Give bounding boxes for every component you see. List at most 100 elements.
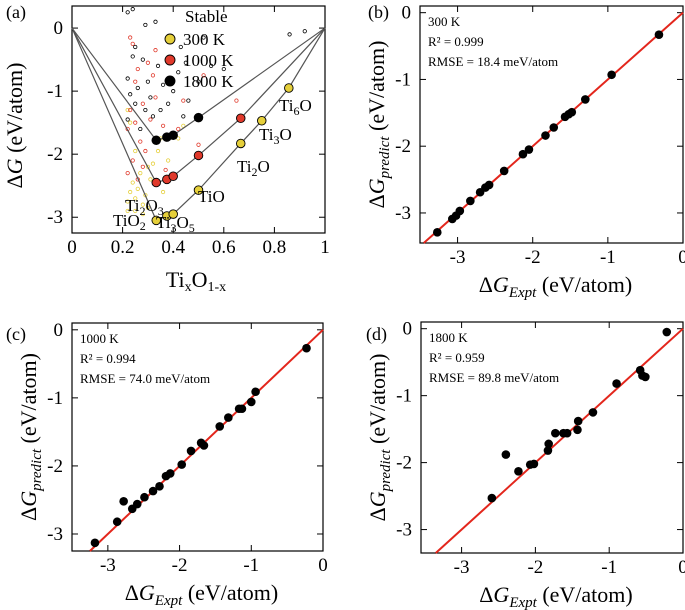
data-point <box>662 327 672 337</box>
plot-frame <box>71 322 324 552</box>
legend-marker <box>164 54 176 66</box>
data-point <box>549 123 559 132</box>
unstable-point <box>153 19 158 24</box>
y-tick-label: -2 <box>47 456 63 477</box>
phase-label: Ti2O3 <box>125 196 164 218</box>
unstable-point <box>181 98 186 103</box>
data-point <box>119 497 128 506</box>
data-point <box>529 459 539 469</box>
x-tick-label: -2 <box>527 557 543 578</box>
unstable-point <box>186 98 191 103</box>
phase-label: TiO <box>198 187 225 206</box>
unstable-point <box>145 205 150 210</box>
unstable-point <box>135 66 140 72</box>
unstable-point <box>160 123 166 128</box>
unstable-point <box>153 48 158 53</box>
data-point <box>541 131 550 140</box>
unstable-point <box>133 120 138 125</box>
data-point <box>607 70 616 80</box>
unstable-point <box>302 29 307 34</box>
unstable-point <box>145 79 150 84</box>
unstable-point <box>196 79 201 84</box>
x-axis-label: ΔGExpt (eV/atom) <box>479 272 632 301</box>
legend-marker <box>164 75 176 87</box>
data-point <box>112 517 122 527</box>
data-point <box>132 499 142 509</box>
data-point <box>518 149 528 159</box>
x-tick-label: 0.2 <box>111 237 135 258</box>
unstable-point <box>125 10 130 15</box>
unstable-point <box>138 170 143 176</box>
unstable-point <box>153 95 158 100</box>
data-point <box>524 145 534 154</box>
unstable-point <box>166 101 171 106</box>
unstable-point <box>133 44 138 50</box>
x-tick-label: 0.6 <box>212 237 236 258</box>
unstable-point <box>135 186 140 191</box>
panel-3: -3 -2 -1 0 0 -1 -2 -3 1800 K R² = 0.959 RMSE = 89.… <box>365 319 685 610</box>
y-axis-label: ΔGpredict (eV/atom) <box>365 354 394 522</box>
unstable-point <box>143 148 148 154</box>
unstable-point <box>181 114 186 119</box>
data-point <box>487 493 497 503</box>
x-tick-label: 0.4 <box>161 237 185 258</box>
unstable-point <box>128 189 133 195</box>
unstable-point <box>176 126 181 132</box>
unstable-point <box>163 167 168 173</box>
y-tick-label: -3 <box>396 520 412 541</box>
stable-point <box>168 209 178 219</box>
unstable-point <box>133 196 138 201</box>
unstable-point <box>130 180 135 185</box>
x-tick-label: -3 <box>100 555 116 576</box>
unstable-point <box>160 82 166 87</box>
x-tick-label: 0 <box>67 237 77 258</box>
legend-entry: 1800 K <box>183 72 234 91</box>
y-axis-label: ΔGpredict (eV/atom) <box>364 41 393 209</box>
legend-entry: 1000 K <box>183 51 234 70</box>
data-point <box>581 95 590 104</box>
data-point <box>186 446 196 456</box>
unstable-point <box>150 161 156 166</box>
data-point <box>140 492 149 502</box>
legend-marker <box>164 33 176 45</box>
x-tick-label: 0 <box>678 247 685 268</box>
y-axis-label: ΔG (eV/atom) <box>2 63 27 189</box>
data-point <box>588 408 598 417</box>
stable-point <box>236 113 246 123</box>
unstable-point <box>143 107 148 113</box>
phase-label: Ti2O <box>237 157 270 179</box>
panel-label: (c) <box>6 324 26 345</box>
y-tick-label: -3 <box>47 524 63 545</box>
annotation-line: RMSE = 18.4 meV/atom <box>428 54 558 69</box>
parity-line <box>89 329 324 552</box>
x-tick-label: -1 <box>243 555 259 576</box>
y-tick-label: -3 <box>395 203 411 224</box>
x-tick-label: -1 <box>600 247 616 268</box>
parity-line <box>435 327 684 554</box>
data-point <box>499 166 509 176</box>
annotation-line: 1800 K <box>429 330 468 345</box>
data-point <box>90 538 100 548</box>
panel-2: -3 -2 -1 0 0 -1 -2 -3 1000 K R² = 0.994 RMSE = 74.… <box>6 320 328 609</box>
unstable-point <box>140 211 145 217</box>
y-tick-label: -1 <box>47 388 63 409</box>
data-point <box>484 180 494 190</box>
data-point <box>246 397 256 407</box>
data-point <box>432 228 442 237</box>
annotation-line: R² = 0.959 <box>429 350 485 365</box>
data-point <box>567 107 577 117</box>
data-point <box>501 450 511 459</box>
data-point <box>224 413 233 422</box>
unstable-point <box>125 170 130 176</box>
y-tick-label: -2 <box>47 144 63 165</box>
unstable-point <box>138 126 143 132</box>
data-point <box>165 469 175 478</box>
unstable-point <box>125 208 130 214</box>
stable-point <box>284 83 294 93</box>
stable-point <box>193 185 204 195</box>
unstable-point <box>148 177 153 182</box>
y-tick-label: -1 <box>47 81 63 102</box>
data-point <box>551 428 560 438</box>
x-tick-label: -3 <box>454 557 470 578</box>
unstable-point <box>125 117 130 122</box>
